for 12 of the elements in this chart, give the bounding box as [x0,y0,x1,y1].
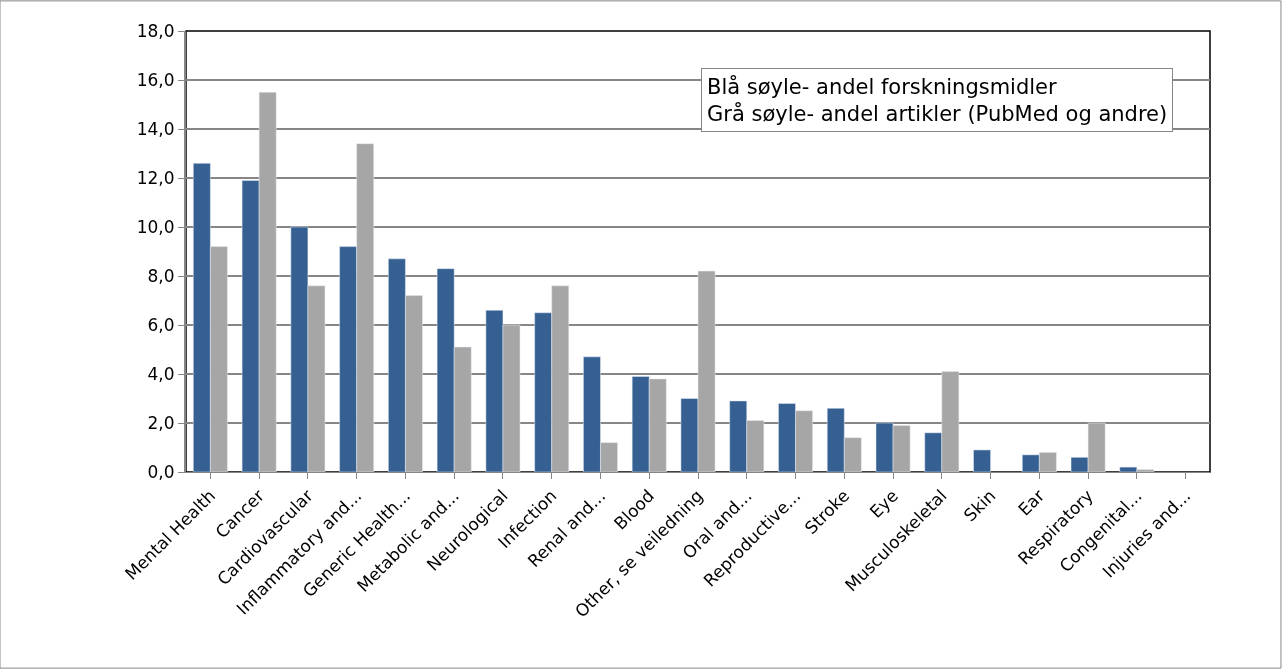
y-tick-label: 12,0 [136,167,175,188]
y-tick-label: 6,0 [147,314,175,335]
y-tick-label: 10,0 [136,216,175,237]
y-tick-label: 16,0 [136,69,175,90]
bar [973,449,991,472]
y-tick-label: 0,0 [147,461,175,482]
y-tick-label: 4,0 [147,363,175,384]
y-tick-label: 18,0 [136,20,175,41]
y-tick-label: 2,0 [147,412,175,433]
annotation: Blå søyle- andel forskningsmidler Grå søyle- andel artikler (PubMed og andre) [707,74,1168,127]
y-tick-label: 8,0 [147,265,175,286]
y-tick-label: 14,0 [136,118,175,139]
